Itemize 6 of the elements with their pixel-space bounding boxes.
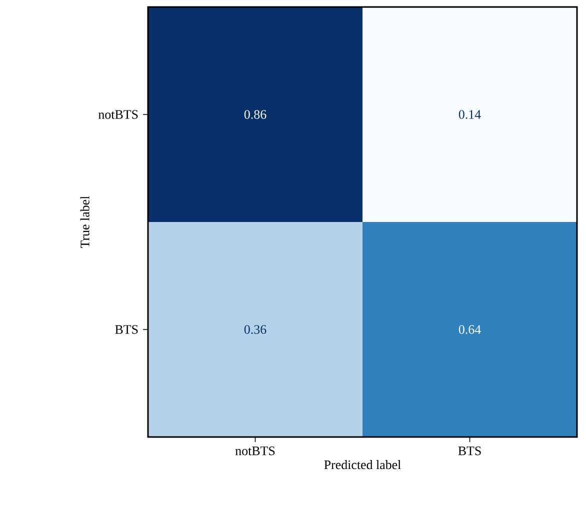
data-label: 0.86 (244, 110, 266, 119)
data-label: 0.36 (244, 325, 266, 334)
x-axis-title: Predicted label (324, 460, 401, 470)
data-label: 0.64 (458, 325, 481, 334)
data-label: 0.14 (458, 110, 481, 119)
y-axis-title: True label (80, 196, 90, 248)
